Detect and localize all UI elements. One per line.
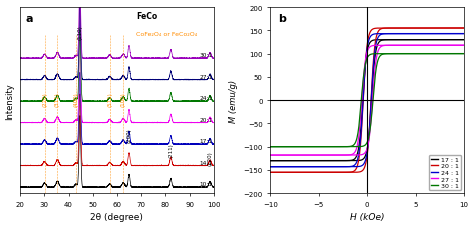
Text: 27:1: 27:1 (200, 74, 212, 79)
X-axis label: H (kOe): H (kOe) (350, 212, 384, 222)
X-axis label: 2θ (degree): 2θ (degree) (91, 212, 143, 222)
Text: (400): (400) (73, 92, 79, 107)
Text: 10:1: 10:1 (200, 181, 212, 186)
Text: (220): (220) (42, 92, 47, 107)
Text: (211): (211) (168, 143, 173, 158)
Text: (220): (220) (208, 150, 212, 165)
Y-axis label: Intensity: Intensity (6, 82, 15, 119)
Text: a: a (26, 14, 34, 24)
Text: CoFe₂O₄ or FeCo₂O₄: CoFe₂O₄ or FeCo₂O₄ (136, 32, 198, 37)
Text: 30:1: 30:1 (200, 53, 212, 58)
Text: (100): (100) (121, 92, 126, 107)
Text: 20:1: 20:1 (200, 117, 212, 122)
Text: (311): (311) (55, 92, 60, 107)
Text: 14:1: 14:1 (200, 160, 212, 165)
Legend: 17 : 1, 20 : 1, 24 : 1, 27 : 1, 30 : 1: 17 : 1, 20 : 1, 24 : 1, 27 : 1, 30 : 1 (429, 155, 461, 190)
Text: 24:1: 24:1 (200, 96, 212, 101)
Text: 17:1: 17:1 (200, 138, 212, 143)
Text: (511): (511) (107, 92, 112, 107)
Y-axis label: M (emu/g): M (emu/g) (229, 79, 238, 122)
Text: b: b (278, 14, 286, 24)
Text: FeCo: FeCo (136, 12, 157, 21)
Text: (110): (110) (77, 26, 82, 40)
Text: (200): (200) (127, 128, 131, 143)
